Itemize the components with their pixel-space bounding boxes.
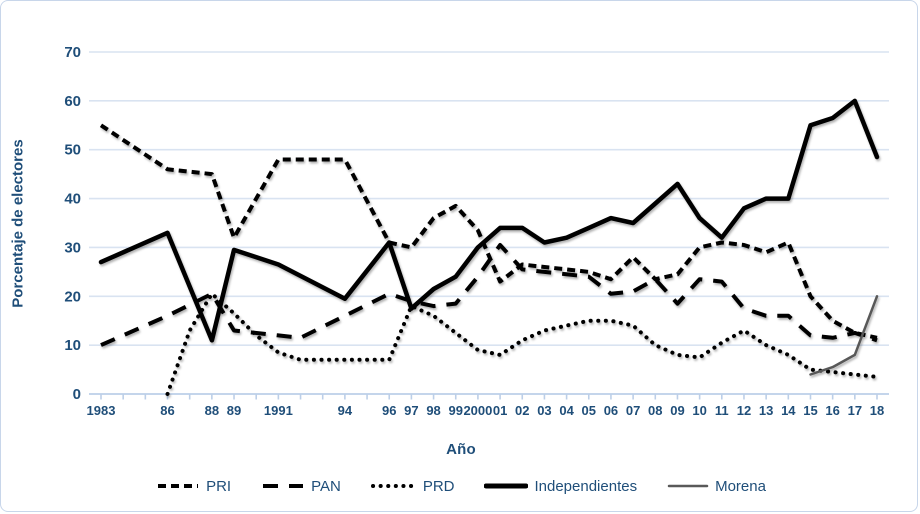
gridlines (89, 51, 889, 395)
legend-item-pan: PAN (261, 478, 341, 495)
x-tick-label: 96 (382, 403, 396, 418)
y-tick-label: 30 (64, 239, 81, 256)
legend-item-pri: PRI (156, 478, 231, 495)
x-tick-label: 08 (648, 403, 662, 418)
series-line-pan (100, 243, 878, 347)
legend-label: PAN (311, 477, 341, 495)
x-tick-label: 86 (160, 403, 174, 418)
y-tick-label: 70 (64, 44, 81, 61)
legend-label: PRD (422, 477, 455, 495)
x-tick-label: 11 (715, 403, 729, 418)
x-axis-tick-labels: 1983 86 88 89 1991 94 96 97 98 99 2000 01 02 03 04 05 06… (87, 403, 885, 418)
y-tick-label: 40 (64, 191, 81, 208)
x-tick-label: 02 (515, 403, 529, 418)
legend-item-independientes: Independientes (484, 478, 637, 495)
legend-label: PRI (206, 477, 232, 495)
pri-line-sample-icon (158, 484, 199, 488)
x-tick-label: 94 (338, 403, 353, 418)
x-tick-label: 03 (537, 403, 551, 418)
x-tick-label: 97 (404, 403, 418, 418)
x-tick-label: 16 (825, 403, 839, 418)
x-tick-label: 14 (781, 403, 796, 418)
x-tick-label: 07 (626, 403, 640, 418)
legend-label: Morena (715, 477, 766, 495)
x-tick-label: 88 (205, 403, 219, 418)
x-tick-label: 13 (759, 403, 773, 418)
series-lines (98, 98, 880, 396)
legend: PRI PAN PRD Independientes Morena (1, 471, 917, 501)
x-tick-label: 12 (737, 403, 751, 418)
legend-label: Independientes (534, 477, 638, 495)
x-tick-label: 09 (670, 403, 684, 418)
x-tick-label: 1983 (87, 403, 116, 418)
series-line-morena (809, 295, 879, 376)
x-tick-label: 05 (582, 403, 596, 418)
x-tick-label: 06 (604, 403, 618, 418)
series-line-independientes (98, 98, 880, 343)
x-tick-label: 89 (227, 403, 241, 418)
prd-line-sample-icon (370, 484, 417, 488)
y-tick-label: 20 (64, 288, 81, 305)
x-axis-title: Año (446, 441, 476, 458)
x-tick-label: 99 (449, 403, 463, 418)
series-line-pri (99, 123, 878, 340)
y-tick-label: 10 (64, 337, 81, 354)
y-axis-title: Porcentaje de electores (9, 139, 27, 308)
x-tick-label: 17 (848, 403, 862, 418)
series-line-prd (165, 291, 879, 396)
x-tick-label: 04 (559, 403, 574, 418)
independientes-line-sample-icon (484, 483, 529, 489)
pan-line-sample-icon (263, 484, 304, 488)
legend-item-prd: PRD (370, 477, 455, 495)
legend-item-morena: Morena (667, 478, 766, 495)
y-tick-label: 0 (73, 386, 81, 403)
y-tick-label: 60 (64, 93, 81, 110)
y-axis-tick-labels: 0 10 20 30 40 50 60 70 (64, 44, 81, 403)
x-tick-label: 01 (493, 403, 507, 418)
morena-line-sample-icon (667, 484, 709, 488)
x-tick-label: 98 (426, 403, 440, 418)
x-tick-label: 18 (870, 403, 884, 418)
x-tick-label: 1991 (264, 403, 293, 418)
x-tick-label: 10 (692, 403, 706, 418)
x-tick-label: 15 (803, 403, 817, 418)
x-tick-label: 2000 (463, 403, 492, 418)
y-tick-label: 50 (64, 142, 81, 159)
